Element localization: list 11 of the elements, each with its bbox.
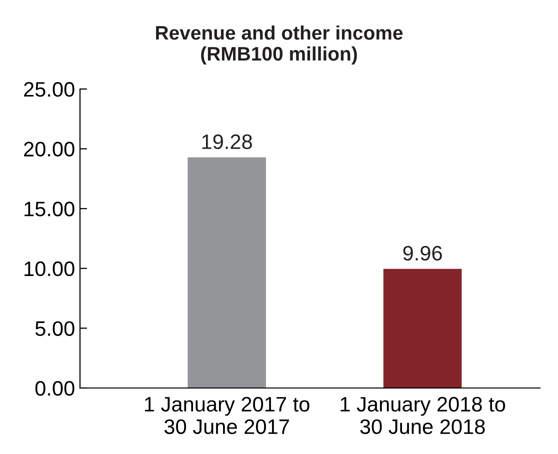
y-tick-label: 25.00 [24,82,74,97]
data-label: 19.28 [202,134,252,150]
y-tick-label: 5.00 [35,321,74,336]
y-tick-label: 0.00 [35,381,74,396]
x-tick-label: 1 January 2017 to 30 June 2017 [145,396,310,434]
y-tick-label: 10.00 [24,261,74,276]
y-tick-label: 15.00 [24,202,74,216]
data-label: 9.96 [403,246,442,261]
x-tick-label: 1 January 2018 to 30 June 2018 [340,396,506,434]
chart-title: Revenue and other income (RMB100 million) [156,25,403,65]
y-tick-label: 20.00 [24,142,74,157]
